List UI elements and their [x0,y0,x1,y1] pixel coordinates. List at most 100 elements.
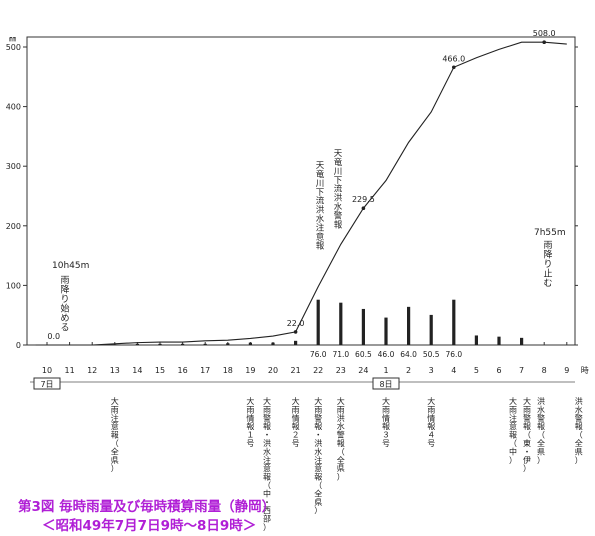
svg-text:雨: 雨 [337,405,345,414]
rain-bar [429,314,433,345]
rain-bar [497,336,501,345]
svg-text:雨: 雨 [509,405,517,414]
svg-text:警: 警 [575,413,583,423]
x-tick-label: 23 [336,366,346,375]
svg-text:報: 報 [537,422,545,431]
svg-text:中: 中 [509,446,517,456]
svg-text:報: 報 [316,241,325,251]
svg-text:報: 報 [523,422,531,431]
svg-text:県: 県 [337,464,345,473]
svg-text:洪: 洪 [316,205,325,216]
svg-text:・: ・ [263,431,271,440]
svg-text:全: 全 [575,438,583,448]
rain-bar [339,302,343,345]
svg-text:東: 東 [523,438,531,448]
svg-text:号: 号 [427,439,435,448]
x-tick-label: 13 [110,366,120,375]
svg-text:伊: 伊 [523,455,531,465]
rain-bar [113,344,117,345]
svg-text:）: ） [337,473,345,482]
x-tick-label: 4 [451,366,456,375]
y-unit-label: ㎜ [9,35,16,43]
rain-bar [226,343,230,345]
svg-text:西: 西 [263,506,271,515]
svg-text:注: 注 [263,455,271,465]
svg-text:報: 報 [509,431,517,440]
rain-bar [294,340,298,345]
svg-text:・: ・ [263,498,271,507]
svg-text:報: 報 [427,422,435,431]
svg-text:下: 下 [334,176,343,186]
x-tick-label: 15 [155,366,165,375]
svg-text:る: る [60,322,69,333]
svg-text:情: 情 [427,413,435,423]
svg-text:注: 注 [316,222,325,233]
x-tick-label: 10 [42,366,52,375]
svg-text:情: 情 [292,413,300,423]
rain-stop-time: 7h55m [534,228,566,238]
x-tick-label: 12 [87,366,97,375]
svg-text:川: 川 [334,167,343,177]
svg-text:号: 号 [292,439,300,448]
svg-text:報: 報 [382,422,390,431]
svg-text:む: む [543,278,552,289]
bar-value-label: 60.5 [355,350,372,359]
day-box [33,377,61,390]
svg-text:洪: 洪 [575,396,583,406]
svg-text:県: 県 [575,447,583,456]
cumulative-marker [361,206,366,211]
svg-text:竜: 竜 [334,157,343,168]
svg-text:全: 全 [337,455,345,465]
x-tick-label: 16 [178,366,188,375]
svg-text:大: 大 [111,396,119,406]
svg-text:止: 止 [543,267,552,279]
svg-text:流: 流 [334,184,343,195]
svg-text:３: ３ [382,431,390,440]
svg-text:県: 県 [111,456,119,465]
svg-text:・: ・ [314,431,322,440]
cumulative-marker [542,40,546,45]
svg-text:全: 全 [537,438,545,448]
svg-text:報: 報 [292,422,300,431]
svg-text:警: 警 [337,430,345,440]
svg-text:雨: 雨 [314,405,322,414]
svg-text:流: 流 [316,196,325,207]
svg-text:下: 下 [316,188,325,198]
x-tick-label: 21 [291,366,301,375]
svg-text:水: 水 [575,404,583,414]
svg-text:（: （ [314,481,322,490]
cumulative-marker [452,65,456,70]
svg-text:り: り [60,294,69,305]
svg-text:雨: 雨 [246,405,254,414]
svg-text:大: 大 [523,396,531,406]
svg-text:報: 報 [111,431,119,440]
svg-text:）: ） [263,523,271,532]
svg-text:大: 大 [509,396,517,406]
svg-text:全: 全 [314,488,322,498]
svg-text:水: 水 [316,214,325,225]
svg-text:中: 中 [263,488,271,498]
x-tick-label: 14 [132,366,142,375]
svg-text:洪: 洪 [337,413,345,423]
y-tick-label: 300 [6,162,21,171]
bar-value-label: 50.5 [423,350,440,359]
svg-text:警: 警 [314,413,322,423]
x-unit-label: 時 [581,366,589,375]
svg-text:水: 水 [537,404,545,414]
y-tick-label: 500 [6,43,21,52]
svg-text:天: 天 [334,149,343,159]
svg-text:報: 報 [246,422,254,431]
svg-text:雨: 雨 [382,405,390,414]
svg-text:雨: 雨 [60,275,69,286]
